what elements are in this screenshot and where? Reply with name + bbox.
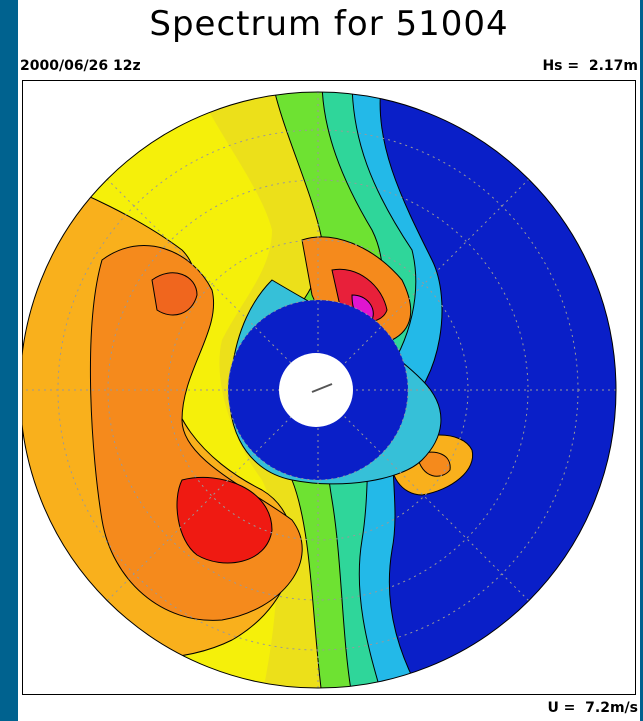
spectrum-plot: [22, 80, 636, 696]
title: Spectrum for 51004: [18, 4, 640, 44]
wind-label: U = 7.2m/s: [547, 700, 638, 716]
panel: Spectrum for 51004 2000/06/26 12z Hs = 2…: [18, 0, 640, 721]
page: Spectrum for 51004 2000/06/26 12z Hs = 2…: [0, 0, 643, 721]
date-label: 2000/06/26 12z: [20, 58, 141, 74]
hs-label: Hs = 2.17m: [542, 58, 638, 74]
